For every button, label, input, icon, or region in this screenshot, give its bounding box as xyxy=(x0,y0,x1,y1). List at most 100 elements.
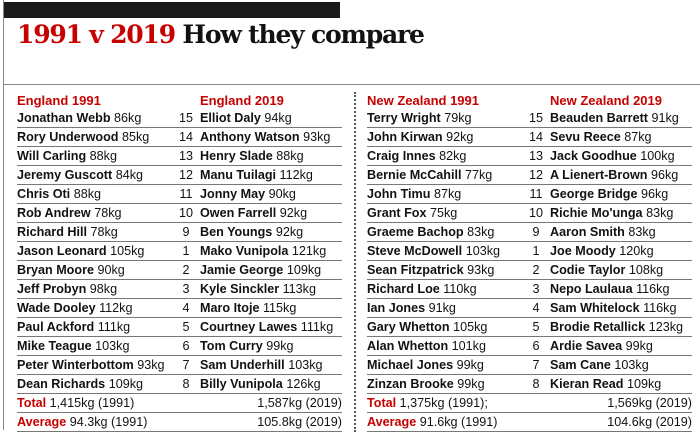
player-weight: 91kg xyxy=(651,111,679,125)
total-label: Total xyxy=(367,396,397,410)
position-number: 8 xyxy=(182,377,190,391)
player-name: Jack Goodhue xyxy=(550,149,637,163)
player-name: Kieran Read xyxy=(550,377,624,391)
player-1991: Jeff Probyn 98kg xyxy=(17,280,172,298)
player-weight: 111kg xyxy=(97,320,131,334)
player-weight: 99kg xyxy=(457,377,485,391)
table-row: Wade Dooley 112kg 4 Maro Itoje 115kg xyxy=(17,299,342,318)
player-weight: 99kg xyxy=(456,358,484,372)
player-weight: 87kg xyxy=(433,187,462,201)
player-1991: Dean Richards 109kg xyxy=(17,375,172,393)
player-1991: John Timu 87kg xyxy=(367,185,522,203)
player-2019: Owen Farrell 92kg xyxy=(200,204,342,222)
player-weight: 105kg xyxy=(453,320,488,334)
player-weight: 101kg xyxy=(451,339,486,353)
player-weight: 109kg xyxy=(108,377,144,391)
player-weight: 98kg xyxy=(89,282,118,296)
player-2019: Billy Vunipola 126kg xyxy=(200,375,342,393)
player-name: Bryan Moore xyxy=(17,263,94,277)
table-row: Alan Whetton 101kg 6 Ardie Savea 99kg xyxy=(367,337,692,356)
position-number: 4 xyxy=(182,301,190,315)
player-weight: 93kg xyxy=(137,358,165,372)
position-number: 8 xyxy=(532,377,540,391)
player-name: Richard Loe xyxy=(367,282,440,296)
player-2019: Sam Underhill 103kg xyxy=(200,356,342,374)
player-weight: 86kg xyxy=(114,111,142,125)
player-weight: 116kg xyxy=(643,301,677,315)
player-weight: 91kg xyxy=(428,301,456,315)
player-2019: Henry Slade 88kg xyxy=(200,147,342,165)
player-name: Jason Leonard xyxy=(17,244,107,258)
player-1991: Craig Innes 82kg xyxy=(367,147,522,165)
player-2019: Tom Curry 99kg xyxy=(200,337,342,355)
player-2019: Codie Taylor 108kg xyxy=(550,261,692,279)
average-1991: 91.6kg (1991) xyxy=(419,415,498,429)
player-weight: 93kg xyxy=(303,130,331,144)
player-weight: 103kg xyxy=(288,358,323,372)
position-number: 9 xyxy=(532,225,540,239)
table-row: Peter Winterbottom 93kg 7 Sam Underhill 10… xyxy=(17,356,342,375)
position-number: 1 xyxy=(182,244,190,258)
player-2019: Courtney Lawes 111kg xyxy=(200,318,342,336)
player-1991: Graeme Bachop 83kg xyxy=(367,223,522,241)
position-number: 4 xyxy=(532,301,540,315)
player-weight: 94kg xyxy=(264,111,292,125)
player-name: Jeff Probyn xyxy=(17,282,87,296)
total-2019: 1,569kg (2019) xyxy=(607,396,692,410)
table-row: Grant Fox 75kg 10 Richie Mo'unga 83kg xyxy=(367,204,692,223)
player-2019: Jonny May 90kg xyxy=(200,185,342,203)
new-zealand-table: New Zealand 1991 New Zealand 2019 Terry Wr… xyxy=(367,92,692,432)
table-row: Mike Teague 103kg 6 Tom Curry 99kg xyxy=(17,337,342,356)
player-1991: Zinzan Brooke 99kg xyxy=(367,375,522,393)
player-name: Richie Mo'unga xyxy=(550,206,643,220)
player-1991: Jonathan Webb 86kg xyxy=(17,109,172,127)
player-1991: Jason Leonard 105kg xyxy=(17,242,172,260)
table-row: Rob Andrew 78kg 10 Owen Farrell 92kg xyxy=(17,204,342,223)
player-weight: 75kg xyxy=(429,206,458,220)
player-weight: 103kg xyxy=(465,244,501,258)
table-row: Richard Loe 110kg 3 Nepo Laulaua 116kg xyxy=(367,280,692,299)
player-name: Sam Underhill xyxy=(200,358,285,372)
player-1991: Michael Jones 99kg xyxy=(367,356,522,374)
player-name: Tom Curry xyxy=(200,339,263,353)
player-2019: Kyle Sinckler 113kg xyxy=(200,280,342,298)
position-number: 7 xyxy=(182,358,190,372)
player-2019: Jamie George 109kg xyxy=(200,261,342,279)
player-1991: Wade Dooley 112kg xyxy=(17,299,172,317)
table-header: England 1991 England 2019 xyxy=(17,92,342,109)
player-1991: Terry Wright 79kg xyxy=(367,109,522,127)
player-weight: 88kg xyxy=(276,149,304,163)
player-weight: 83kg xyxy=(646,206,674,220)
divider-rule xyxy=(3,84,700,85)
player-name: Chris Oti xyxy=(17,187,71,201)
player-1991: Sean Fitzpatrick 93kg xyxy=(367,261,522,279)
player-2019: Joe Moody 120kg xyxy=(550,242,692,260)
player-weight: 109kg xyxy=(627,377,662,391)
left-rule xyxy=(3,0,4,430)
player-weight: 120kg xyxy=(619,244,654,258)
position-number: 14 xyxy=(528,130,543,144)
player-weight: 78kg xyxy=(94,206,122,220)
player-1991: Gary Whetton 105kg xyxy=(367,318,522,336)
table-row: Dean Richards 109kg 8 Billy Vunipola 126kg xyxy=(17,375,342,394)
header-1991: New Zealand 1991 xyxy=(367,93,479,108)
player-weight: 111kg xyxy=(300,320,334,334)
player-2019: Sam Cane 103kg xyxy=(550,356,692,374)
player-2019: Mako Vunipola 121kg xyxy=(200,242,342,260)
total-2019: 1,587kg (2019) xyxy=(257,396,342,410)
player-weight: 90kg xyxy=(268,187,296,201)
average-2019: 104.6kg (2019) xyxy=(607,415,692,429)
position-number: 1 xyxy=(532,244,540,258)
player-name: Henry Slade xyxy=(200,149,273,163)
total-1991: 1,375kg (1991); xyxy=(399,396,488,410)
player-weight: 108kg xyxy=(628,263,664,277)
title-years: 1991 v 2019 xyxy=(17,20,176,49)
average-label: Average xyxy=(367,415,417,429)
player-weight: 99kg xyxy=(266,339,294,353)
position-number: 5 xyxy=(182,320,190,334)
table-row: Bernie McCahill 77kg 12 A Lienert-Brown 96… xyxy=(367,166,692,185)
player-name: Manu Tuilagi xyxy=(200,168,277,182)
table-row: Ian Jones 91kg 4 Sam Whitelock 116kg xyxy=(367,299,692,318)
player-weight: 112kg xyxy=(99,301,133,315)
table-row: Gary Whetton 105kg 5 Brodie Retallick 123k… xyxy=(367,318,692,337)
